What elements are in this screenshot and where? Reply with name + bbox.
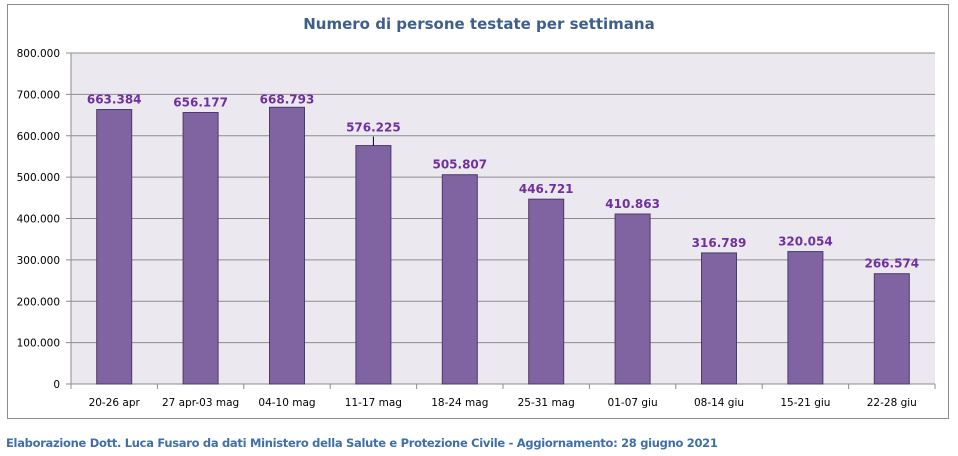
data-label: 410.863: [605, 197, 660, 211]
y-tick-label: 200.000: [17, 296, 60, 308]
x-tick-label: 25-31 mag: [518, 397, 575, 409]
x-axis: 20-26 apr 27 apr-03 mag 04-10 mag 11-17 mag…: [70, 383, 936, 409]
data-label: 446.721: [519, 182, 574, 196]
y-tick-label: 500.000: [17, 172, 60, 184]
x-tick-label: 18-24 mag: [431, 397, 488, 409]
bar: [441, 174, 478, 385]
x-tick-label: 11-17 mag: [345, 397, 402, 409]
data-label: 320.054: [778, 235, 833, 249]
bar: [182, 112, 219, 385]
data-label: 316.789: [692, 236, 747, 250]
x-tick-label: 27 apr-03 mag: [162, 397, 239, 409]
x-tick-label: 01-07 giu: [608, 397, 658, 409]
y-tick-label: 400.000: [17, 214, 60, 226]
bar: [873, 273, 910, 385]
bar: [528, 198, 565, 385]
y-tick-label: 600.000: [17, 131, 60, 143]
source-footer: Elaborazione Dott. Luca Fusaro da dati M…: [6, 436, 718, 450]
data-labels: 663.384 656.177 668.793 576.225 505.807 446.7…: [87, 92, 919, 270]
y-tick-label: 100.000: [17, 338, 60, 350]
bar-chart: 0 100.000 200.000 300.000 400.000 500.000 600.…: [17, 48, 936, 409]
x-tick-label: 22-28 giu: [867, 397, 917, 409]
data-label: 266.574: [864, 257, 919, 271]
bar: [787, 251, 824, 385]
data-label: 576.225: [346, 121, 401, 135]
x-tick-label: 08-14 giu: [694, 397, 744, 409]
bar: [269, 106, 305, 385]
y-axis: 0 100.000 200.000 300.000 400.000 500.000 600.…: [17, 48, 72, 391]
y-tick-label: 800.000: [17, 48, 60, 60]
x-tick-label: 04-10 mag: [258, 397, 315, 409]
chart-title: Numero di persone testate per settimana: [303, 15, 655, 33]
x-tick-label: 15-21 giu: [780, 397, 830, 409]
bar: [614, 213, 651, 385]
x-tick-label: 20-26 apr: [89, 397, 141, 409]
bar: [355, 145, 392, 385]
y-tick-label: 700.000: [17, 89, 60, 101]
data-label: 663.384: [87, 93, 142, 107]
y-tick-label: 0: [53, 379, 60, 391]
data-label: 656.177: [173, 96, 228, 110]
data-label: 505.807: [432, 158, 487, 172]
bar: [96, 109, 133, 385]
y-tick-label: 300.000: [17, 255, 60, 267]
bars: [96, 106, 910, 385]
bar: [701, 252, 737, 385]
data-label: 668.793: [260, 92, 315, 106]
